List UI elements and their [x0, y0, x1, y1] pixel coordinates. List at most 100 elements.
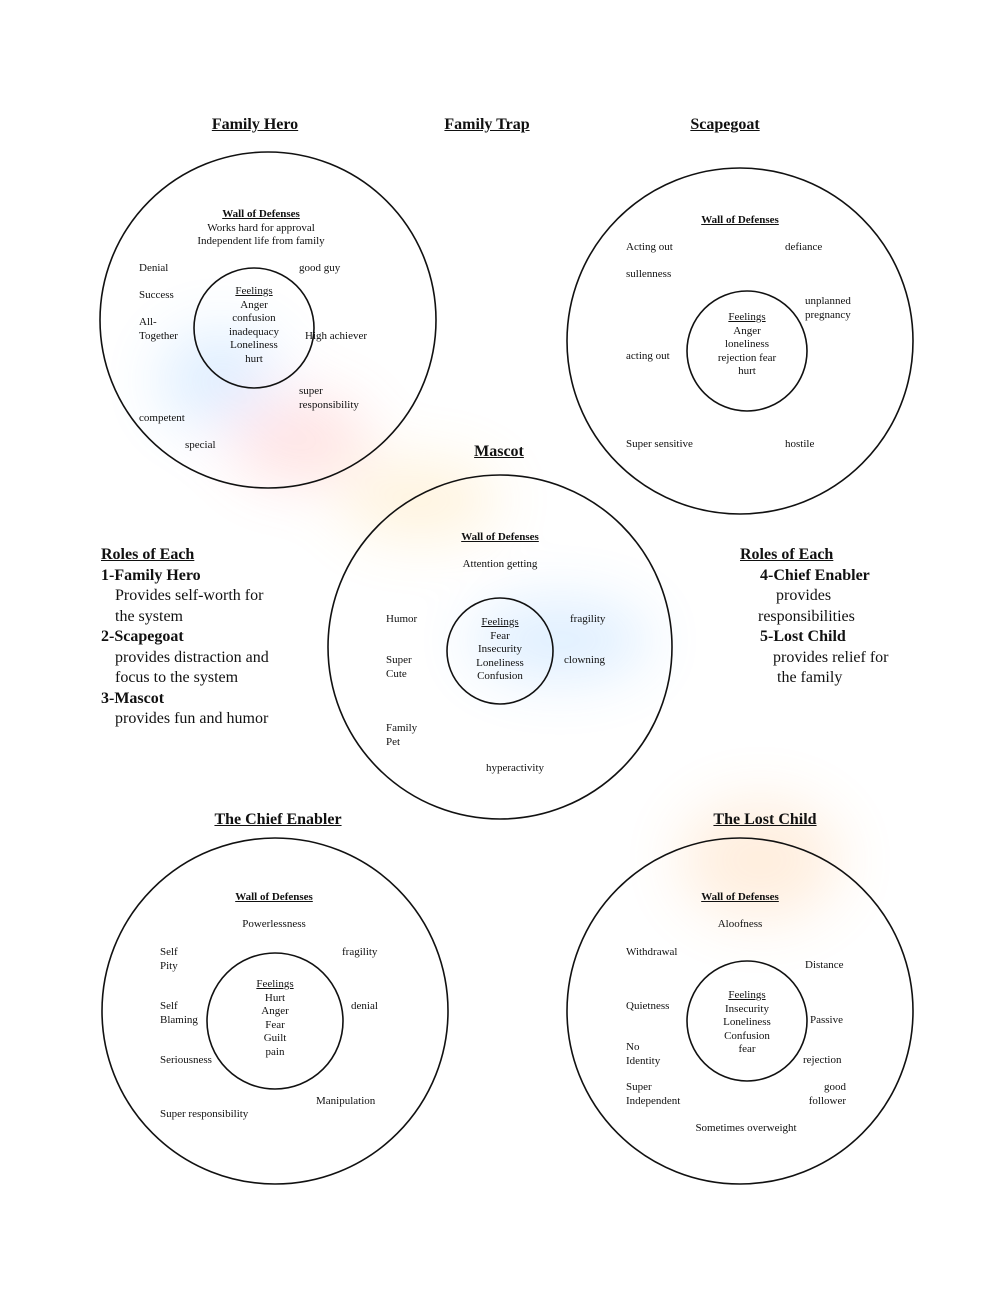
- defense-item: Self Blaming: [160, 1000, 198, 1026]
- diagram-title: Mascot: [474, 443, 524, 460]
- defense-item: Aloofness: [717, 917, 763, 930]
- feeling-item: hurt: [245, 352, 263, 365]
- page-title: Family Trap: [444, 116, 530, 133]
- feelings-label: Feelings: [256, 978, 294, 990]
- roles-right-heading: Roles of Each: [740, 546, 834, 563]
- defense-item: Manipulation: [316, 1095, 376, 1107]
- wall-of-defenses-label: Wall of Defenses: [461, 531, 539, 543]
- defense-item: fragility: [570, 613, 606, 625]
- defense-item: denial: [351, 1000, 378, 1012]
- wall-of-defenses-label: Wall of Defenses: [701, 214, 779, 226]
- defense-item: Passive: [810, 1014, 843, 1026]
- outer-circle-wall-of-defenses: [101, 837, 449, 1185]
- defense-item: Attention getting: [462, 557, 538, 570]
- feeling-item: Fear: [265, 1018, 285, 1031]
- feeling-item: rejection fear: [717, 351, 777, 364]
- inner-circle-feelings: [446, 597, 554, 705]
- defense-item: Seriousness: [160, 1054, 212, 1066]
- feeling-item: Confusion: [477, 670, 523, 682]
- feeling-item: Confusion: [724, 1029, 770, 1042]
- defense-item: Humor: [386, 613, 418, 625]
- defense-item: Works hard for approval: [207, 221, 315, 234]
- defense-item: good guy: [299, 262, 341, 274]
- feeling-item: Loneliness: [723, 1016, 771, 1028]
- diagram-title: Scapegoat: [690, 116, 760, 133]
- feeling-item: Insecurity: [725, 1002, 769, 1015]
- feeling-item: Insecurity: [478, 643, 522, 655]
- defense-item: hostile: [785, 438, 815, 450]
- defense-item: Denial: [139, 262, 169, 274]
- defense-item: Withdrawal: [626, 946, 678, 958]
- defense-item: Super sensitive: [626, 438, 693, 450]
- feeling-item: Guilt: [263, 1032, 287, 1044]
- defense-item: Super Independent: [626, 1081, 681, 1107]
- defense-item: Quietness: [626, 1000, 670, 1012]
- defense-item: Acting out: [626, 241, 673, 253]
- wall-of-defenses-label: Wall of Defenses: [235, 891, 313, 903]
- defense-item: super responsibility: [299, 385, 359, 411]
- roles-left-desc: the system: [115, 607, 183, 625]
- defense-item: rejection: [803, 1054, 842, 1066]
- defense-item: sullenness: [626, 268, 672, 280]
- defense-item: High achiever: [305, 330, 367, 342]
- roles-left-desc: focus to the system: [115, 669, 239, 686]
- wall-of-defenses-label: Wall of Defenses: [701, 891, 779, 903]
- feeling-item: confusion: [232, 312, 276, 324]
- defense-item: Success: [139, 289, 174, 301]
- feeling-item: Fear: [490, 629, 510, 642]
- roles-left-role-name: 1-Family Hero: [101, 566, 201, 584]
- roles-left-heading: Roles of Each: [101, 546, 195, 563]
- roles-right-desc: the family: [777, 669, 843, 686]
- diagram-title: The Lost Child: [713, 811, 817, 828]
- roles-right-desc: responsibilities: [758, 607, 855, 625]
- defense-item: defiance: [785, 241, 823, 253]
- feeling-item: fear: [738, 1043, 756, 1055]
- feeling-item: loneliness: [725, 338, 769, 350]
- defense-item: Family Pet: [386, 722, 418, 748]
- roles-right-role-name: 5-Lost Child: [760, 628, 846, 645]
- feeling-item: Anger: [733, 324, 761, 337]
- roles-left-role-name: 3-Mascot: [101, 689, 165, 707]
- defense-item: fragility: [342, 946, 378, 958]
- feeling-item: Loneliness: [230, 339, 278, 351]
- roles-right-role-name: 4-Chief Enabler: [760, 566, 870, 584]
- defense-item: Super responsibility: [160, 1108, 249, 1120]
- defense-item: good follower: [808, 1081, 846, 1107]
- roles-left-desc: provides fun and humor: [115, 710, 269, 727]
- defense-item: Distance: [805, 959, 844, 971]
- outer-circle-wall-of-defenses: [566, 837, 914, 1185]
- defense-item: special: [185, 439, 216, 451]
- roles-left-desc: Provides self-worth for: [115, 587, 264, 604]
- feeling-item: pain: [265, 1045, 285, 1058]
- defense-item: Super Cute: [386, 654, 412, 680]
- feeling-item: Hurt: [264, 991, 286, 1004]
- defense-item: Sometimes overweight: [695, 1122, 797, 1134]
- defense-item: Powerlessness: [242, 917, 306, 930]
- inner-circle-feelings: [686, 960, 808, 1082]
- feelings-label: Feelings: [481, 616, 519, 628]
- outer-circle-wall-of-defenses: [566, 167, 914, 515]
- diagram-title: Family Hero: [211, 116, 299, 133]
- defense-item: clowning: [564, 654, 605, 666]
- defense-item: acting out: [626, 350, 670, 362]
- roles-right-desc: provides relief for: [773, 648, 889, 666]
- inner-circle-feelings: [686, 290, 808, 412]
- feeling-item: Anger: [240, 298, 268, 311]
- defense-item: hyperactivity: [486, 762, 545, 774]
- outer-circle-wall-of-defenses: [327, 474, 673, 820]
- defense-item: No Identity: [626, 1041, 661, 1067]
- feeling-item: Anger: [261, 1005, 289, 1017]
- roles-left-desc: provides distraction and: [115, 648, 269, 666]
- wall-of-defenses-label: Wall of Defenses: [222, 208, 300, 220]
- feeling-item: Loneliness: [476, 656, 524, 669]
- feeling-item: inadequacy: [228, 325, 280, 338]
- feelings-label: Feelings: [728, 311, 766, 323]
- inner-circle-feelings: [206, 952, 344, 1090]
- roles-right-desc: provides: [776, 587, 832, 604]
- defense-item: unplanned pregnancy: [805, 295, 851, 321]
- outer-circle-wall-of-defenses: [99, 151, 437, 489]
- diagram-title: The Chief Enabler: [214, 811, 342, 828]
- defense-item: Self Pity: [160, 946, 178, 972]
